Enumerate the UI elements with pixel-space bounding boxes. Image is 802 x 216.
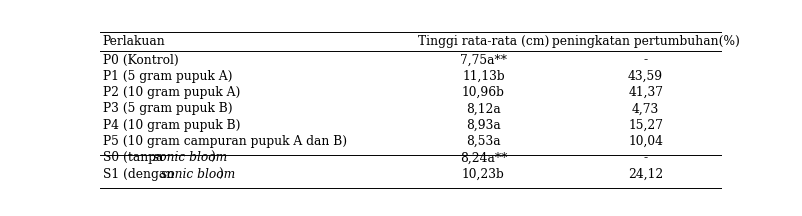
Text: 8,53a: 8,53a (466, 135, 500, 148)
Text: 11,13b: 11,13b (462, 70, 504, 83)
Text: 8,24a**: 8,24a** (460, 151, 507, 164)
Text: sonic bloom: sonic bloom (161, 168, 235, 181)
Text: peningkatan pertumbuhan(%): peningkatan pertumbuhan(%) (552, 35, 739, 48)
Text: 7,75a**: 7,75a** (460, 54, 507, 67)
Text: -: - (643, 151, 648, 164)
Text: 10,23b: 10,23b (462, 168, 504, 181)
Text: P4 (10 gram pupuk B): P4 (10 gram pupuk B) (103, 119, 241, 132)
Text: 10,04: 10,04 (628, 135, 663, 148)
Text: 10,96b: 10,96b (462, 86, 505, 99)
Text: Tinggi rata-rata (cm): Tinggi rata-rata (cm) (418, 35, 549, 48)
Text: P3 (5 gram pupuk B): P3 (5 gram pupuk B) (103, 102, 233, 115)
Text: 41,37: 41,37 (628, 86, 663, 99)
Text: 8,12a: 8,12a (466, 102, 500, 115)
Text: 8,93a: 8,93a (466, 119, 500, 132)
Text: P5 (10 gram campuran pupuk A dan B): P5 (10 gram campuran pupuk A dan B) (103, 135, 346, 148)
Text: ): ) (210, 151, 215, 164)
Text: P0 (Kontrol): P0 (Kontrol) (103, 54, 179, 67)
Text: S1 (dengan: S1 (dengan (103, 168, 178, 181)
Text: -: - (643, 54, 648, 67)
Text: sonic bloom: sonic bloom (152, 151, 227, 164)
Text: 15,27: 15,27 (628, 119, 663, 132)
Text: 4,73: 4,73 (632, 102, 659, 115)
Text: S0 (tanpa: S0 (tanpa (103, 151, 167, 164)
Text: Perlakuan: Perlakuan (103, 35, 165, 48)
Text: 24,12: 24,12 (628, 168, 663, 181)
Text: ): ) (218, 168, 224, 181)
Text: P2 (10 gram pupuk A): P2 (10 gram pupuk A) (103, 86, 240, 99)
Text: P1 (5 gram pupuk A): P1 (5 gram pupuk A) (103, 70, 233, 83)
Text: 43,59: 43,59 (628, 70, 663, 83)
